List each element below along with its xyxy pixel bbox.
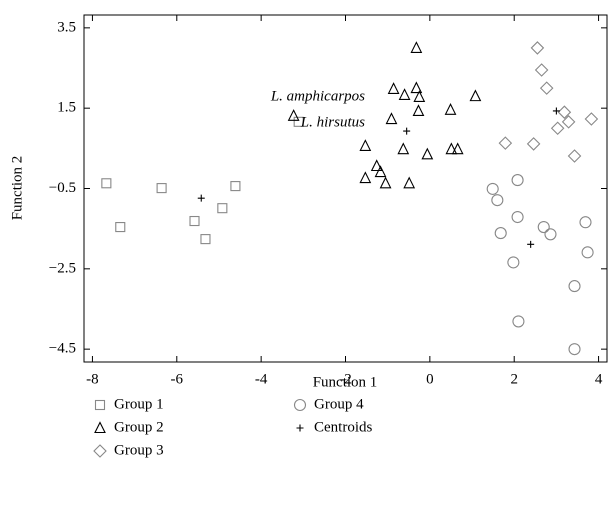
x-axis-label: Function 1 bbox=[313, 374, 378, 390]
x-tick-label: 0 bbox=[426, 371, 434, 387]
point bbox=[379, 176, 392, 189]
point bbox=[403, 127, 411, 135]
point bbox=[398, 88, 411, 100]
point bbox=[115, 222, 126, 233]
point bbox=[445, 142, 458, 155]
x-tick-label: -4 bbox=[255, 371, 268, 387]
point bbox=[537, 221, 550, 234]
point bbox=[584, 112, 599, 126]
legend-label: Group 1 bbox=[114, 396, 164, 412]
point bbox=[579, 216, 592, 229]
point bbox=[385, 112, 398, 125]
point bbox=[444, 103, 457, 115]
legend-marker bbox=[93, 444, 107, 458]
point bbox=[512, 315, 525, 328]
point bbox=[534, 63, 549, 77]
point bbox=[451, 142, 464, 155]
y-tick-label: 3.5 bbox=[57, 19, 76, 35]
point bbox=[550, 121, 565, 136]
point bbox=[101, 178, 112, 189]
point bbox=[410, 81, 423, 94]
legend-marker bbox=[94, 399, 106, 411]
annotation: L. amphicarpos bbox=[270, 88, 365, 104]
point bbox=[359, 171, 372, 184]
plot-frame bbox=[83, 14, 608, 363]
point bbox=[230, 181, 241, 192]
point bbox=[561, 115, 576, 129]
point bbox=[552, 107, 560, 115]
x-tick-label: 2 bbox=[510, 371, 518, 387]
point bbox=[498, 136, 513, 150]
x-tick-label: -8 bbox=[86, 371, 99, 387]
point bbox=[156, 183, 167, 194]
y-tick-label: −2.5 bbox=[49, 260, 76, 276]
point bbox=[486, 182, 499, 195]
point bbox=[421, 147, 434, 160]
point bbox=[370, 159, 383, 172]
point bbox=[511, 210, 524, 224]
point bbox=[526, 137, 541, 151]
point bbox=[491, 194, 504, 207]
point bbox=[197, 194, 205, 202]
point bbox=[527, 240, 535, 248]
point bbox=[374, 165, 387, 178]
point bbox=[410, 41, 423, 53]
point bbox=[530, 41, 545, 55]
point bbox=[567, 149, 582, 163]
x-tick-label: -6 bbox=[171, 371, 184, 387]
point bbox=[511, 174, 524, 187]
point bbox=[200, 234, 211, 245]
point bbox=[217, 203, 228, 214]
legend-label: Centroids bbox=[314, 419, 372, 435]
legend-marker bbox=[94, 421, 106, 434]
point bbox=[287, 109, 300, 121]
y-axis-label: Function 2 bbox=[9, 156, 25, 221]
point bbox=[412, 104, 425, 117]
legend-label: Group 2 bbox=[114, 419, 164, 435]
legend-label: Group 4 bbox=[314, 396, 364, 412]
y-tick-label: 1.5 bbox=[57, 100, 76, 116]
point bbox=[413, 90, 426, 102]
point bbox=[403, 176, 416, 189]
point bbox=[539, 81, 554, 95]
point bbox=[469, 89, 482, 102]
point bbox=[397, 142, 410, 155]
point bbox=[557, 105, 572, 119]
point bbox=[387, 82, 400, 94]
x-tick-label: -2 bbox=[339, 371, 352, 387]
point bbox=[494, 227, 507, 240]
point bbox=[581, 246, 594, 259]
point bbox=[544, 228, 557, 241]
legend-marker bbox=[296, 424, 304, 432]
point bbox=[507, 256, 520, 269]
y-tick-label: −4.5 bbox=[49, 341, 76, 357]
legend-label: Group 3 bbox=[114, 442, 164, 458]
point bbox=[293, 116, 304, 127]
point bbox=[568, 343, 581, 356]
x-tick-label: 4 bbox=[595, 371, 603, 387]
y-tick-label: −0.5 bbox=[49, 180, 76, 196]
point bbox=[568, 280, 581, 293]
annotation: L. hirsutus bbox=[300, 114, 365, 130]
point bbox=[189, 215, 200, 227]
point bbox=[359, 139, 372, 151]
legend-marker bbox=[293, 398, 307, 412]
